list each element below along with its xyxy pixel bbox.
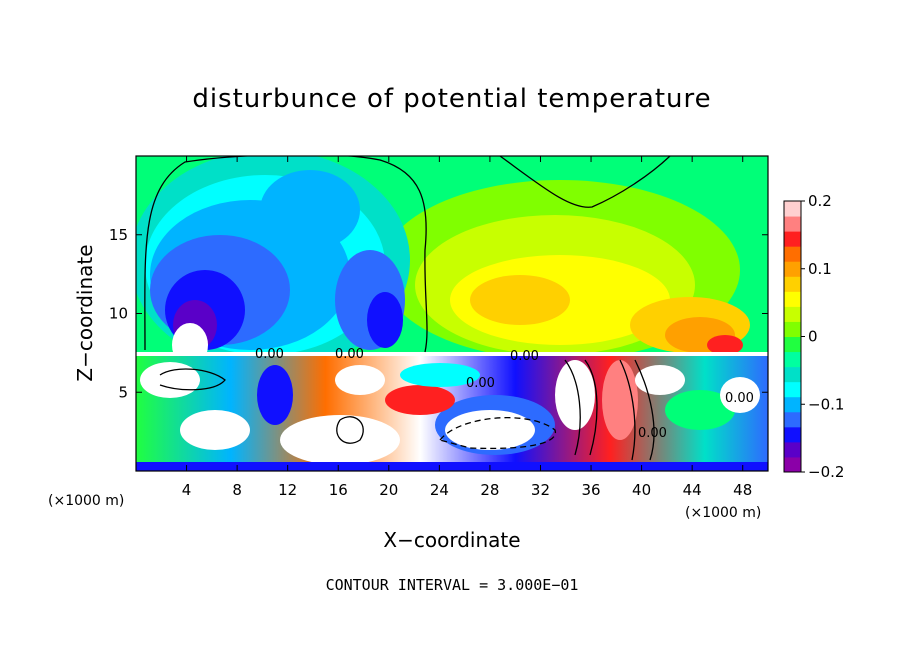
x-axis-label: X−coordinate [383,528,520,552]
contour-label: 0.00 [638,426,667,441]
zero-contour-top [499,156,671,208]
x-tick-label: 28 [480,481,499,499]
colorbar-segment [784,261,801,277]
x-unit-right: (×1000 m) [685,505,761,521]
y-axis-label: Z−coordinate [73,244,97,381]
y-tick-label: 15 [109,226,128,244]
contour-interval-note: CONTOUR INTERVAL = 3.000E−01 [325,576,579,594]
x-tick-label: 20 [379,481,398,499]
contour-vortex-3 [619,359,636,461]
contour-labels: 0.00 0.00 0.00 0.00 0.00 0.00 [255,347,754,441]
x-tick-label: 32 [531,481,550,499]
colorbar-tick-label: −0.1 [808,395,844,413]
dashed-contour-bubble [438,417,556,450]
contour-vortex-1 [564,359,581,456]
x-unit-left: (×1000 m) [48,493,124,509]
colorbar-segment [784,426,801,443]
x-tick-label: 48 [733,481,752,499]
x-tick-label: 44 [683,481,702,499]
x-tick-label: 12 [278,481,297,499]
contour-vortex-4 [634,359,655,461]
x-tick-label: 36 [581,481,600,499]
colorbar-ticks: 0.2 0.1 0 −0.1 −0.2 [801,192,844,481]
y-axis: 5 10 15 [109,226,768,401]
y-tick-label: 10 [109,305,128,323]
colorbar-segment [784,396,801,413]
potential-temperature-field [136,156,768,471]
contour-label: 0.00 [255,347,284,362]
colorbar-segment [784,336,801,353]
x-tick-label: 24 [430,481,449,499]
colorbar-tick-label: 0 [808,328,818,346]
colorbar-segment [784,306,801,322]
colorbar-segment [784,276,801,292]
contour-vortex-2 [584,359,598,456]
x-tick-label: 40 [632,481,651,499]
colorbar-segment [784,321,801,337]
y-tick-label: 5 [118,383,128,401]
contour-low-left [159,368,226,391]
colorbar-segment [784,216,801,232]
colorbar-tick-label: 0.2 [808,192,832,210]
x-tick-label: 4 [182,481,192,499]
contour-low-mid [336,416,364,444]
contour-label: 0.00 [335,347,364,362]
colorbar-segment [784,456,801,473]
colorbar-segment [784,381,801,398]
colorbar-segment [784,231,801,247]
colorbar-segment [784,441,801,458]
colorbar-tick-label: −0.2 [808,463,844,481]
x-axis: 4 8 12 16 20 24 28 32 36 40 44 48 [182,156,752,499]
contour-label: 0.00 [466,376,495,391]
contour-label: 0.00 [725,391,754,406]
x-tick-label: 16 [329,481,348,499]
colorbar-segment [784,201,801,217]
colorbar-tick-label: 0.1 [808,260,832,278]
colorbar-segment [784,366,801,383]
colorbar-segment [784,246,801,262]
contour-label: 0.00 [510,349,539,364]
colorbar-segment [784,411,801,428]
x-tick-label: 8 [232,481,242,499]
chart-title: disturbunce of potential temperature [192,84,712,114]
colorbar-segment [784,351,801,368]
colorbar-segment [784,291,801,307]
colorbar [783,200,802,473]
